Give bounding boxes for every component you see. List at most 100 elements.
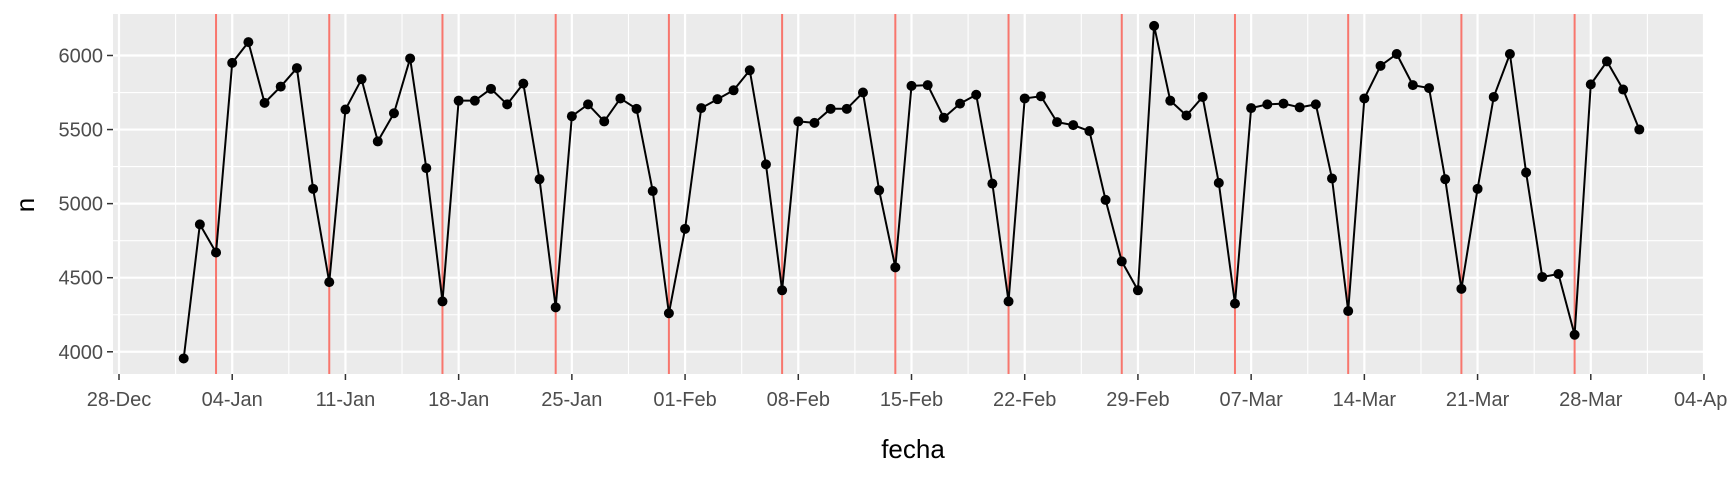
x-tick-label: 21-Mar <box>1446 389 1510 411</box>
data-point <box>696 103 707 114</box>
data-point <box>1585 79 1596 90</box>
data-point <box>324 277 335 288</box>
x-tick-label: 01-Feb <box>653 389 716 411</box>
x-tick-label: 15-Feb <box>880 389 943 411</box>
data-point <box>1213 177 1224 188</box>
x-tick-label: 11-Jan <box>316 389 376 411</box>
data-point <box>955 98 966 109</box>
data-point <box>1262 99 1273 110</box>
y-axis-title: n <box>10 198 40 212</box>
data-point <box>1375 60 1386 71</box>
x-tick-label: 18-Jan <box>428 389 489 411</box>
x-tick-label: 04-Jan <box>202 389 263 411</box>
data-point <box>566 111 577 122</box>
x-axis-title: fecha <box>881 434 945 464</box>
data-point <box>857 87 868 98</box>
data-point <box>405 53 416 64</box>
data-point <box>291 63 302 74</box>
data-point <box>906 80 917 91</box>
data-point <box>388 108 399 119</box>
data-point <box>680 223 691 234</box>
data-point <box>1084 126 1095 137</box>
data-point <box>890 262 901 273</box>
data-point <box>243 37 254 48</box>
data-point <box>259 97 270 108</box>
data-point <box>275 81 286 92</box>
data-point <box>615 93 626 104</box>
data-point <box>178 353 189 364</box>
data-point <box>1035 91 1046 102</box>
data-point <box>1440 174 1451 185</box>
data-point <box>453 95 464 106</box>
x-tick-label: 28-Mar <box>1559 389 1623 411</box>
x-tick-label: 22-Feb <box>993 389 1056 411</box>
data-point <box>712 94 723 105</box>
data-point <box>1601 56 1612 67</box>
data-point <box>583 99 594 110</box>
data-point <box>308 183 319 194</box>
minor-gridlines <box>113 14 1704 374</box>
data-point <box>1100 194 1111 205</box>
data-point <box>372 136 383 147</box>
data-point <box>663 308 674 319</box>
data-point <box>1504 49 1515 59</box>
data-point <box>340 104 351 115</box>
data-point <box>421 163 432 174</box>
x-tick-label: 04-Apr <box>1674 389 1728 411</box>
data-point <box>1359 93 1370 104</box>
y-tick-label: 5000 <box>59 194 104 216</box>
data-point <box>1456 283 1467 294</box>
data-point <box>1294 102 1305 113</box>
data-point <box>534 174 545 185</box>
x-tick-label: 07-Mar <box>1219 389 1283 411</box>
data-point <box>1019 93 1030 104</box>
data-point <box>1569 329 1580 340</box>
data-point <box>1197 91 1208 102</box>
data-point <box>1343 306 1354 317</box>
data-point <box>1165 95 1176 106</box>
data-point <box>1553 269 1564 279</box>
data-point <box>1181 110 1192 121</box>
data-point <box>1116 256 1127 267</box>
data-point <box>1327 173 1338 184</box>
data-point <box>1068 120 1079 131</box>
data-point <box>1052 117 1063 128</box>
data-point <box>1391 49 1402 59</box>
data-point <box>760 159 771 170</box>
data-point <box>647 186 658 197</box>
y-tick-label: 4500 <box>59 268 104 290</box>
data-point <box>744 65 755 76</box>
data-point <box>793 116 804 127</box>
week-boundary-lines <box>215 14 1576 374</box>
y-tick-label: 4000 <box>59 342 104 364</box>
data-point <box>971 89 982 100</box>
data-point <box>631 103 642 114</box>
data-point <box>1618 84 1629 95</box>
data-point <box>938 112 949 123</box>
data-point <box>1407 80 1418 91</box>
data-point <box>809 117 820 128</box>
panel-background <box>113 14 1704 374</box>
data-point <box>1132 285 1143 296</box>
data-point <box>437 296 448 307</box>
data-point <box>194 219 205 230</box>
data-point <box>1246 103 1257 114</box>
data-point <box>874 185 885 196</box>
data-point <box>728 85 739 96</box>
y-tick-label: 6000 <box>59 45 104 67</box>
data-point <box>825 103 836 114</box>
data-point <box>502 99 513 110</box>
data-point <box>987 178 998 189</box>
data-point <box>922 80 933 91</box>
axes: 4000 4500 5000 5500 6000 28-Dec 04-Jan 11-Jan 18… <box>59 45 1728 411</box>
data-point <box>211 247 222 258</box>
data-point <box>356 74 367 85</box>
x-tick-label: 28-Dec <box>87 389 151 411</box>
data-point <box>469 95 480 106</box>
data-point <box>777 285 788 296</box>
data-point <box>518 78 529 89</box>
series-layer <box>178 20 1645 364</box>
data-point <box>1278 98 1289 109</box>
x-tick-label: 14-Mar <box>1333 389 1397 411</box>
